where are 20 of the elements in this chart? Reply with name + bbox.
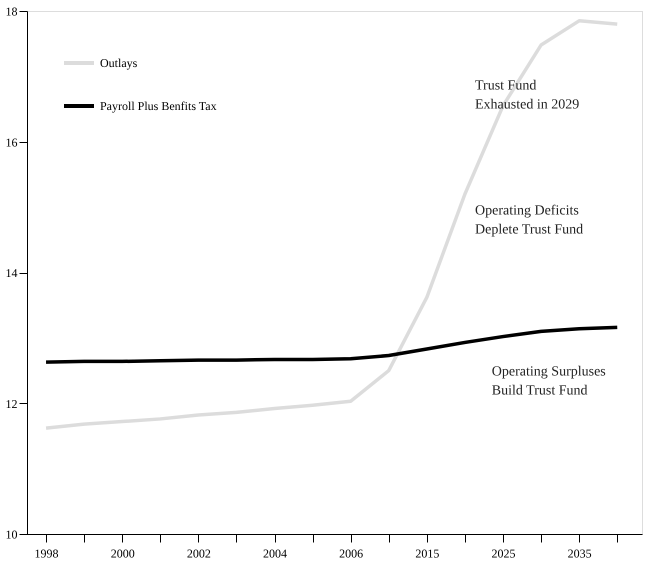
y-tick-label: 12 xyxy=(6,396,18,411)
annotation: Operating Surpluses Build Trust Fund xyxy=(492,364,606,399)
x-tick-label: 1998 xyxy=(34,546,59,560)
y-tick-label: 18 xyxy=(6,4,18,18)
y-tick-label: 14 xyxy=(6,266,18,280)
x-tick-label: 2035 xyxy=(568,546,592,560)
x-tick-label: 2002 xyxy=(186,546,211,560)
x-tick-label: 2025 xyxy=(492,546,516,560)
x-tick-label: 2004 xyxy=(263,546,288,560)
x-tick-label: 2015 xyxy=(415,546,440,560)
legend-label: Outlays xyxy=(100,56,138,70)
y-tick-label: 16 xyxy=(6,135,18,150)
x-tick-label: 2006 xyxy=(339,546,364,560)
annotation: Trust Fund Exhausted in 2029 xyxy=(475,78,580,113)
line-series xyxy=(44,19,619,430)
annotation: Operating Deficits Deplete Trust Fund xyxy=(475,203,584,238)
y-tick-label: 10 xyxy=(6,528,18,542)
legend-label: Payroll Plus Benfits Tax xyxy=(100,99,217,113)
line-series xyxy=(44,326,619,364)
x-tick-label: 2000 xyxy=(110,546,135,560)
